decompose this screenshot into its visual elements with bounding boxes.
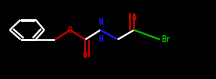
Text: O: O [132, 14, 136, 23]
Text: H: H [98, 35, 103, 44]
Text: N: N [98, 18, 103, 27]
Text: O: O [68, 26, 73, 35]
Text: O: O [83, 51, 88, 60]
Text: Br: Br [162, 35, 171, 44]
